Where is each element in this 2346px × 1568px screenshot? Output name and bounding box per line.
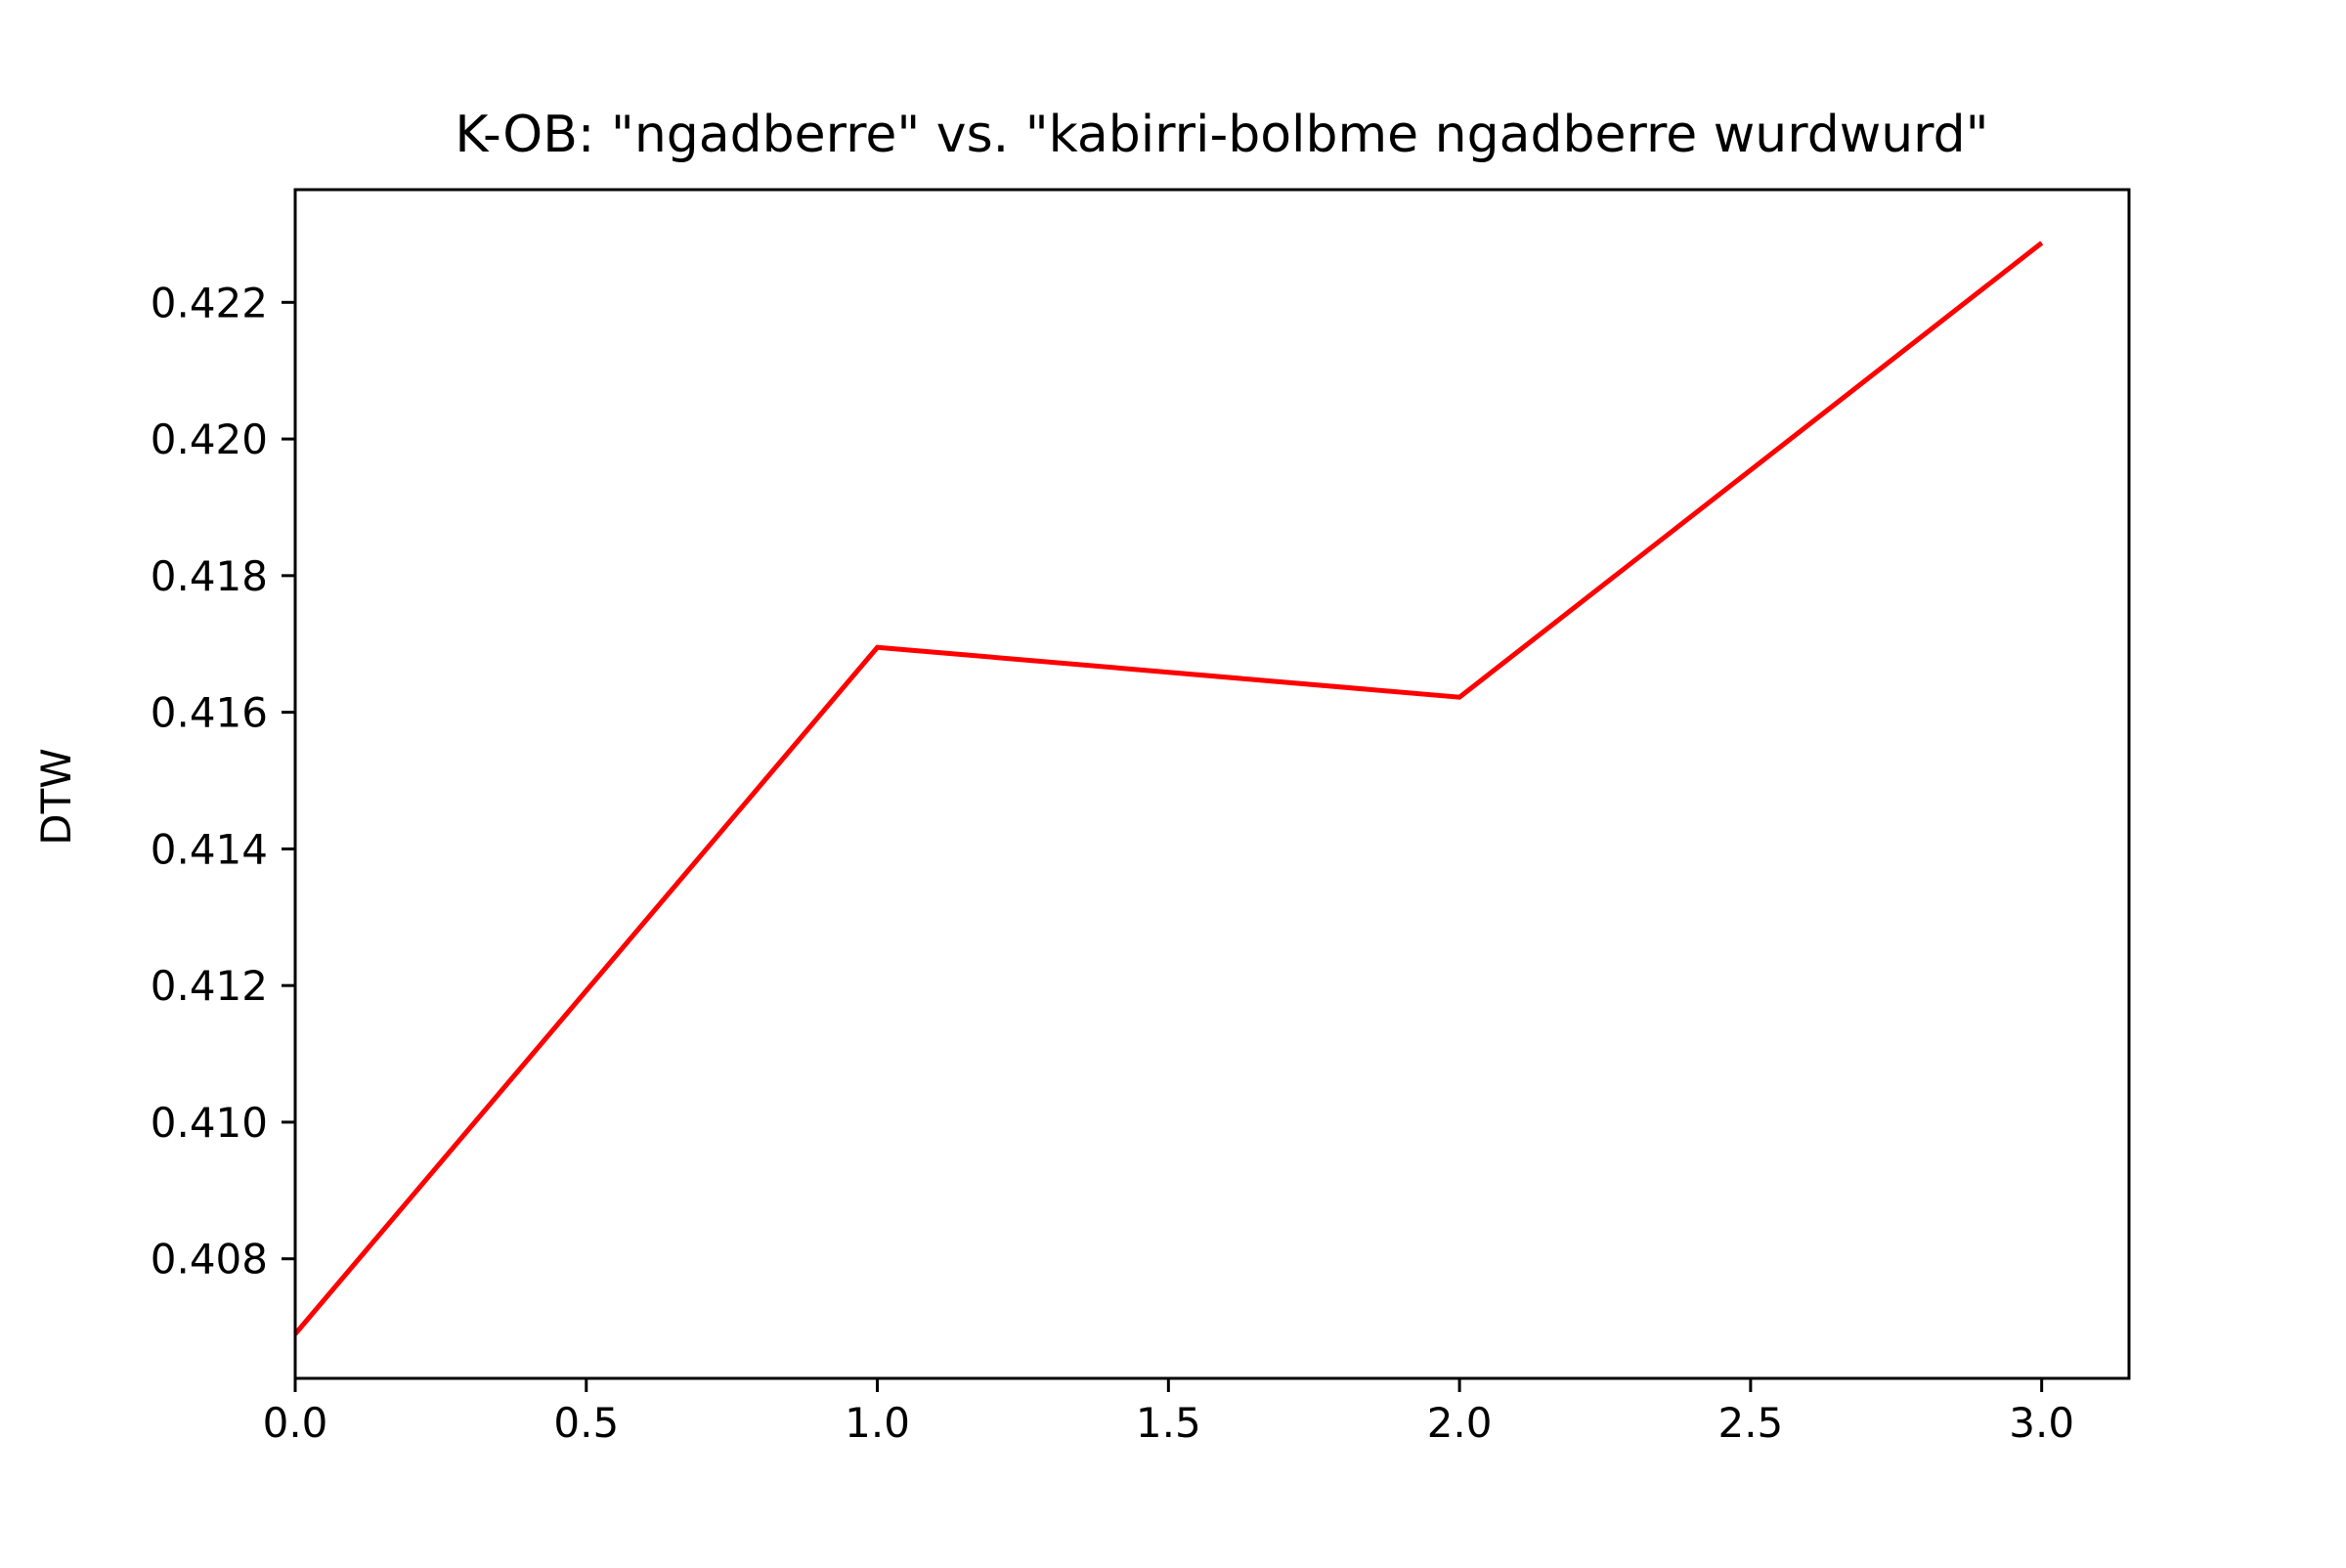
x-tick-label: 1.5 (1136, 1399, 1201, 1447)
y-tick-label: 0.416 (151, 689, 268, 737)
y-tick-label: 0.412 (151, 962, 268, 1010)
x-tick-label: 2.0 (1427, 1399, 1493, 1447)
y-tick-label: 0.410 (151, 1099, 268, 1147)
x-tick-label: 0.0 (263, 1399, 328, 1447)
y-axis-label: DTW (32, 748, 80, 846)
y-tick-label: 0.408 (151, 1236, 268, 1284)
y-tick-label: 0.420 (151, 415, 268, 463)
data-point (2041, 242, 2043, 244)
data-point (877, 646, 879, 648)
series-layer (293, 240, 2044, 1336)
y-tick-label: 0.422 (151, 279, 268, 327)
x-axis-ticks: 0.0 0.5 1.0 1.5 2.0 2.5 3.0 (263, 1378, 2074, 1447)
x-tick-label: 0.5 (553, 1399, 619, 1447)
y-axis-ticks: 0.408 0.410 0.412 0.414 0.416 0.418 0.420 0.422 (151, 279, 295, 1284)
data-point (1458, 696, 1460, 698)
x-tick-label: 2.5 (1717, 1399, 1783, 1447)
y-tick-label: 0.414 (151, 825, 268, 873)
x-tick-label: 1.0 (845, 1399, 910, 1447)
x-tick-label: 3.0 (2009, 1399, 2074, 1447)
series-line (293, 240, 2044, 1336)
plot-frame (293, 188, 2131, 1380)
y-tick-label: 0.418 (151, 552, 268, 600)
chart-title: K-OB: "ngadberre" vs. "kabirri-bolbme ng… (455, 106, 1988, 164)
